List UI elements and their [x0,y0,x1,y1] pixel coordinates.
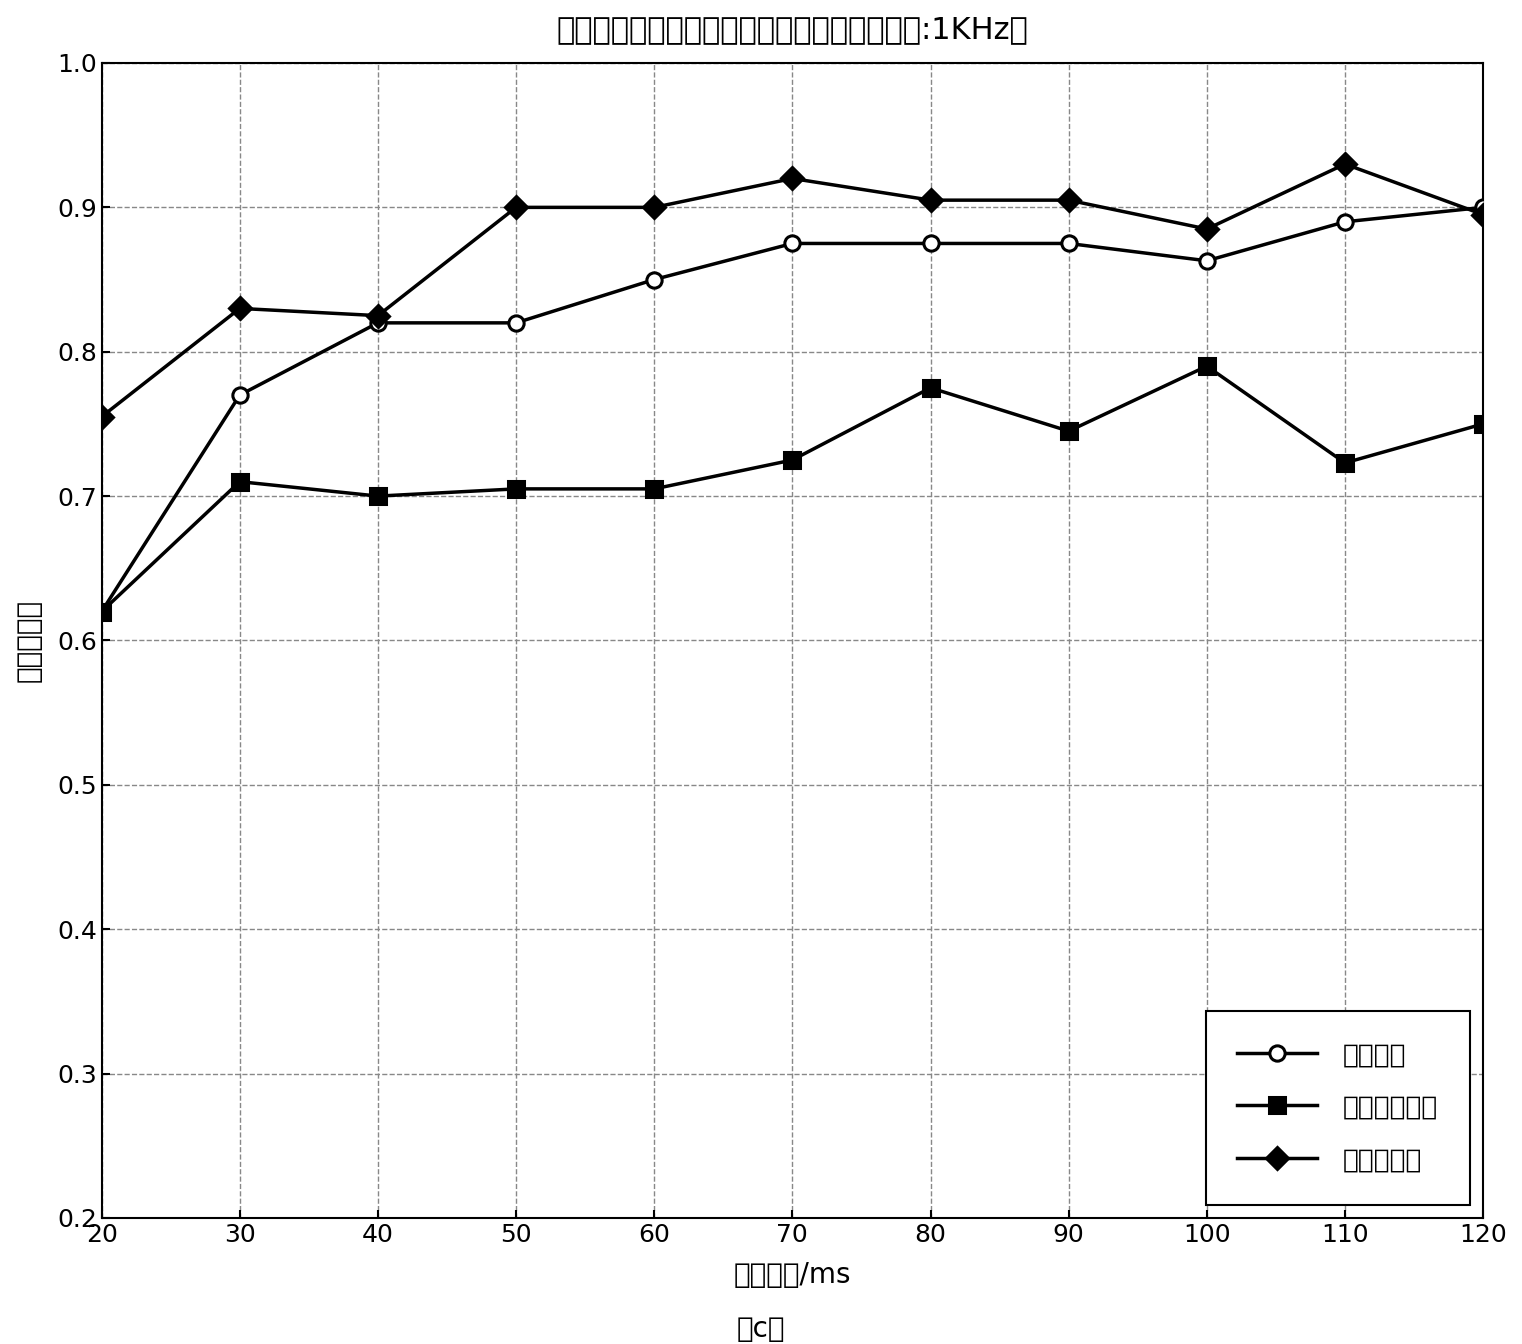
多普勒域特征 [645,481,664,497]
多普勒域特征 [231,473,250,489]
X-axis label: 驻留时间/ms: 驻留时间/ms [734,1261,851,1289]
时域特征 [645,271,664,288]
多普勒域特征 [784,452,802,468]
多普勒域特征 [368,488,387,504]
Line: 特征谱特征: 特征谱特征 [94,156,1490,425]
Legend: 时域特征, 多普勒域特征, 特征谱特征: 时域特征, 多普勒域特征, 特征谱特征 [1205,1011,1470,1204]
Line: 时域特征: 时域特征 [94,200,1490,620]
特征谱特征 [1059,192,1078,208]
时域特征 [231,387,250,403]
特征谱特征 [921,192,939,208]
时域特征 [93,603,111,620]
多普勒域特征 [1198,358,1216,374]
特征谱特征 [231,300,250,316]
Text: （c）: （c） [737,1316,785,1343]
Line: 多普勒域特征: 多普勒域特征 [94,359,1490,620]
时域特征 [1336,214,1355,230]
特征谱特征 [645,199,664,215]
时域特征 [1198,253,1216,269]
Title: 驻留时间与分类正确率之间的关系（脉冲重频:1KHz）: 驻留时间与分类正确率之间的关系（脉冲重频:1KHz） [557,15,1029,44]
特征谱特征 [1336,156,1355,172]
时域特征 [368,314,387,331]
多普勒域特征 [1336,454,1355,470]
Y-axis label: 分类正确率: 分类正确率 [15,599,43,681]
特征谱特征 [784,171,802,187]
特征谱特征 [1473,207,1492,223]
特征谱特征 [507,199,525,215]
时域特征 [921,235,939,251]
时域特征 [1059,235,1078,251]
特征谱特征 [368,308,387,324]
时域特征 [507,314,525,331]
多普勒域特征 [507,481,525,497]
多普勒域特征 [1473,415,1492,431]
时域特征 [784,235,802,251]
特征谱特征 [93,409,111,425]
特征谱特征 [1198,220,1216,237]
多普勒域特征 [93,603,111,620]
多普勒域特征 [921,380,939,396]
时域特征 [1473,199,1492,215]
多普勒域特征 [1059,423,1078,439]
